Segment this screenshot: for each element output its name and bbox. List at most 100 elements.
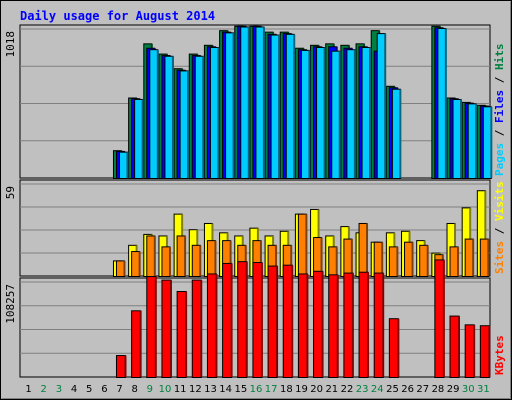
x-tick-label-day-1: 1: [25, 384, 31, 395]
x-tick-label-day-9: 9: [147, 384, 153, 395]
bar-pages-day-21: [331, 50, 341, 180]
x-tick-label-day-4: 4: [71, 384, 77, 395]
bar-sites-day-24: [373, 241, 383, 277]
bar-pages-day-25: [391, 88, 401, 179]
bar-kbytes-day-11: [176, 291, 187, 378]
x-tick-label-day-17: 17: [265, 384, 278, 395]
x-tick-label-day-18: 18: [280, 384, 293, 395]
x-tick-label-day-11: 11: [174, 384, 187, 395]
bar-kbytes-day-17: [267, 265, 278, 379]
bar-kbytes-day-30: [464, 324, 475, 378]
x-tick-label-day-23: 23: [356, 384, 369, 395]
x-tick-label-day-31: 31: [477, 384, 490, 395]
bar-pages-day-11: [179, 70, 189, 179]
bar-pages-day-19: [300, 49, 310, 180]
x-tick-label-day-30: 30: [462, 384, 475, 395]
legend-segment: Sites: [493, 241, 506, 274]
bar-pages-day-9: [149, 49, 159, 180]
bar-kbytes-day-15: [237, 261, 248, 378]
x-tick-label-day-19: 19: [295, 384, 308, 395]
x-tick-label-day-16: 16: [250, 384, 263, 395]
x-tick-label-day-24: 24: [371, 384, 384, 395]
bar-kbytes-day-29: [449, 315, 460, 379]
bar-pages-day-13: [209, 47, 219, 180]
bar-kbytes-day-9: [146, 276, 157, 378]
bar-pages-day-24: [376, 33, 386, 179]
legend-segment: Visits: [493, 181, 506, 221]
bar-pages-day-20: [316, 47, 326, 180]
x-tick-label-day-3: 3: [56, 384, 62, 395]
bar-pages-day-18: [285, 33, 295, 179]
legend-segment: KBytes: [493, 335, 506, 375]
x-tick-label-day-27: 27: [416, 384, 429, 395]
x-tick-label-day-25: 25: [386, 384, 399, 395]
x-tick-label-day-14: 14: [219, 384, 232, 395]
x-tick-label-day-13: 13: [204, 384, 217, 395]
bar-pages-day-14: [225, 32, 235, 179]
bar-kbytes-day-14: [222, 262, 233, 378]
bar-sites-day-21: [328, 246, 338, 277]
panel-middle-legend-label: Sites / Visits: [493, 181, 506, 274]
bar-sites-day-31: [479, 238, 489, 278]
bar-kbytes-day-16: [252, 262, 263, 379]
bar-pages-day-8: [134, 98, 144, 179]
panel-top-legend-label: Pages / Files / Hits: [493, 44, 506, 177]
bar-kbytes-day-31: [479, 325, 490, 379]
x-tick-label-day-6: 6: [101, 384, 107, 395]
bar-sites-day-26: [404, 241, 414, 277]
x-tick-label-day-28: 28: [432, 384, 445, 395]
legend-segment: Pages: [493, 143, 506, 176]
bar-kbytes-day-24: [373, 272, 384, 378]
bar-pages-day-17: [270, 34, 280, 179]
legend-segment: /: [493, 123, 506, 143]
bar-sites-day-23: [358, 222, 368, 277]
legend-segment: Hits: [493, 44, 506, 71]
bar-sites-day-7: [115, 260, 125, 277]
bar-pages-day-16: [255, 26, 265, 179]
bar-kbytes-day-25: [388, 318, 399, 378]
x-tick-label-day-10: 10: [159, 384, 172, 395]
bar-kbytes-day-12: [191, 279, 202, 378]
bar-kbytes-day-18: [282, 264, 293, 379]
bar-pages-day-29: [452, 98, 462, 179]
bar-sites-day-29: [449, 246, 459, 277]
x-tick-label-day-15: 15: [234, 384, 247, 395]
bar-sites-day-27: [419, 244, 429, 277]
bar-kbytes-day-23: [358, 271, 369, 379]
panel-top-ymax-label: 1018: [4, 31, 17, 58]
x-tick-label-day-22: 22: [341, 384, 354, 395]
bar-kbytes-day-13: [206, 273, 217, 378]
legend-segment: Files: [493, 90, 506, 123]
x-tick-label-day-20: 20: [310, 384, 323, 395]
bar-pages-day-22: [346, 49, 356, 180]
x-tick-label-day-5: 5: [86, 384, 92, 395]
bar-pages-day-15: [240, 26, 250, 179]
bar-pages-day-31: [482, 106, 492, 179]
bar-pages-day-7: [118, 151, 128, 179]
panel-bottom-legend-label: KBytes: [493, 335, 506, 375]
bar-pages-day-10: [164, 55, 174, 179]
legend-segment: /: [493, 70, 506, 90]
bar-sites-day-12: [191, 244, 201, 277]
bar-kbytes-day-21: [328, 274, 339, 379]
bar-sites-day-9: [146, 235, 156, 277]
bar-pages-day-12: [194, 55, 204, 179]
x-tick-label-day-7: 7: [116, 384, 122, 395]
x-tick-label-day-21: 21: [325, 384, 338, 395]
bar-sites-day-20: [313, 237, 323, 278]
panel-middle-ymax-label: 59: [4, 186, 17, 199]
bar-sites-day-11: [176, 235, 186, 277]
bar-sites-day-19: [297, 213, 307, 278]
bar-sites-day-22: [343, 238, 353, 278]
bar-kbytes-day-7: [115, 355, 126, 378]
bar-kbytes-day-22: [343, 272, 354, 378]
x-tick-label-day-2: 2: [41, 384, 47, 395]
bar-kbytes-day-10: [161, 279, 172, 378]
bar-pages-day-23: [361, 47, 371, 180]
bar-kbytes-day-28: [434, 259, 445, 378]
bar-sites-day-8: [131, 251, 141, 277]
panel-bottom-ymax-label: 108257: [4, 284, 17, 324]
bar-sites-day-25: [388, 246, 398, 277]
